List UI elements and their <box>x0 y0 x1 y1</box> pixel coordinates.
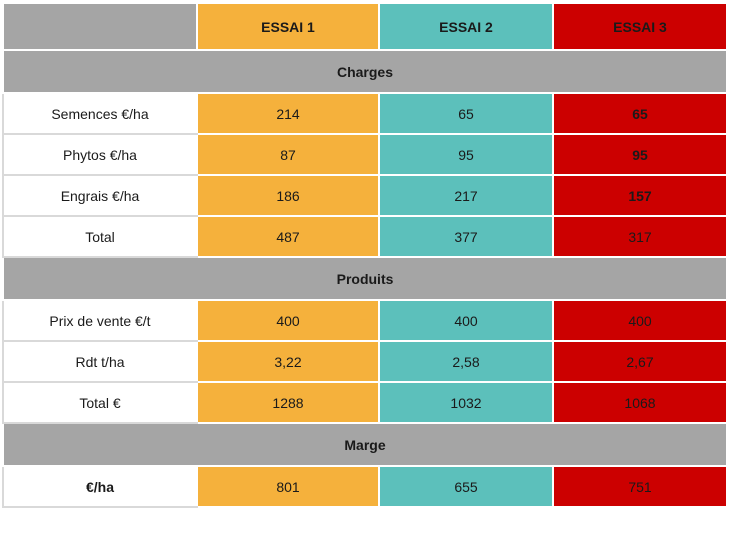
table-row: Total € 1288 1032 1068 <box>3 382 727 423</box>
section-row-produits: Produits <box>3 257 727 300</box>
header-corner-cell <box>3 3 197 50</box>
table-row: Semences €/ha 214 65 65 <box>3 93 727 134</box>
table-row: Phytos €/ha 87 95 95 <box>3 134 727 175</box>
cell-essai-3: 317 <box>553 216 727 257</box>
cell-essai-1: 1288 <box>197 382 379 423</box>
row-label: Engrais €/ha <box>3 175 197 216</box>
cell-essai-3: 2,67 <box>553 341 727 382</box>
row-label: Total € <box>3 382 197 423</box>
section-row-charges: Charges <box>3 50 727 93</box>
row-label: Semences €/ha <box>3 93 197 134</box>
cell-essai-3: 400 <box>553 300 727 341</box>
cell-essai-1: 87 <box>197 134 379 175</box>
cell-essai-1: 801 <box>197 466 379 507</box>
cell-essai-2: 95 <box>379 134 553 175</box>
row-label: Total <box>3 216 197 257</box>
table-row: Rdt t/ha 3,22 2,58 2,67 <box>3 341 727 382</box>
section-title-charges: Charges <box>3 50 727 93</box>
comparison-table: ESSAI 1 ESSAI 2 ESSAI 3 Charges Semences… <box>2 2 728 508</box>
section-row-marge: Marge <box>3 423 727 466</box>
cell-essai-3: 157 <box>553 175 727 216</box>
cell-essai-2: 377 <box>379 216 553 257</box>
row-label: Phytos €/ha <box>3 134 197 175</box>
cell-essai-1: 400 <box>197 300 379 341</box>
table-row: Prix de vente €/t 400 400 400 <box>3 300 727 341</box>
cell-essai-2: 1032 <box>379 382 553 423</box>
table-row: €/ha 801 655 751 <box>3 466 727 507</box>
row-label: €/ha <box>3 466 197 507</box>
cell-essai-1: 186 <box>197 175 379 216</box>
cell-essai-3: 1068 <box>553 382 727 423</box>
section-title-produits: Produits <box>3 257 727 300</box>
table-row: Engrais €/ha 186 217 157 <box>3 175 727 216</box>
cell-essai-3: 751 <box>553 466 727 507</box>
cell-essai-3: 95 <box>553 134 727 175</box>
row-label: Prix de vente €/t <box>3 300 197 341</box>
table-row: Total 487 377 317 <box>3 216 727 257</box>
header-essai-2: ESSAI 2 <box>379 3 553 50</box>
cell-essai-1: 3,22 <box>197 341 379 382</box>
header-essai-1: ESSAI 1 <box>197 3 379 50</box>
cell-essai-2: 2,58 <box>379 341 553 382</box>
cell-essai-3: 65 <box>553 93 727 134</box>
cell-essai-2: 400 <box>379 300 553 341</box>
cell-essai-1: 214 <box>197 93 379 134</box>
cell-essai-2: 65 <box>379 93 553 134</box>
header-row: ESSAI 1 ESSAI 2 ESSAI 3 <box>3 3 727 50</box>
section-title-marge: Marge <box>3 423 727 466</box>
cell-essai-2: 217 <box>379 175 553 216</box>
cell-essai-2: 655 <box>379 466 553 507</box>
cell-essai-1: 487 <box>197 216 379 257</box>
header-essai-3: ESSAI 3 <box>553 3 727 50</box>
row-label: Rdt t/ha <box>3 341 197 382</box>
